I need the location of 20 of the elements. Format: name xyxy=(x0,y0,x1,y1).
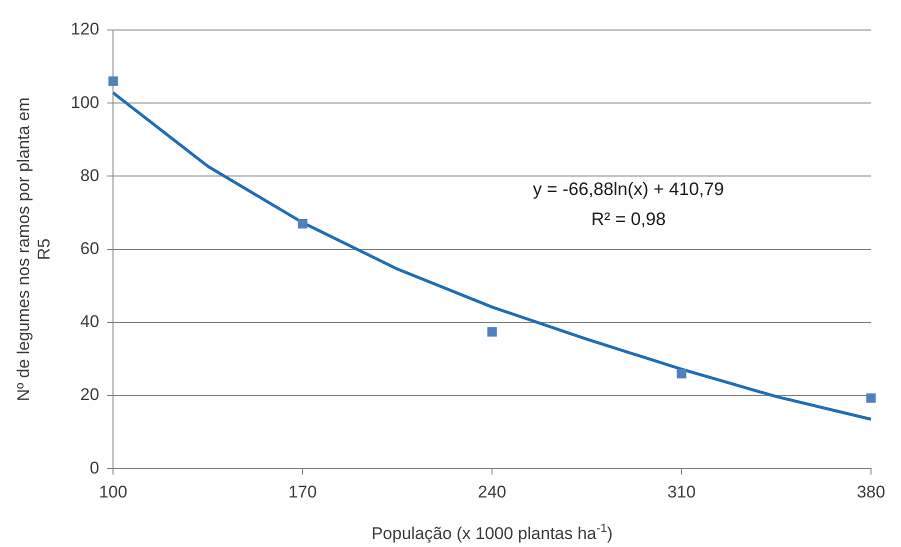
y-tick-label: 60 xyxy=(80,238,100,258)
x-tick-label: 240 xyxy=(478,482,506,502)
y-tick-label: 80 xyxy=(80,166,100,185)
x-tick-label: 310 xyxy=(667,482,696,502)
point xyxy=(866,393,876,403)
point xyxy=(676,368,686,378)
y-tick-label: 0 xyxy=(90,458,100,478)
point xyxy=(298,218,308,228)
annotation: y = -66,88ln(x) + 410,79 xyxy=(532,179,724,199)
point xyxy=(487,327,497,337)
y-tick-label: 100 xyxy=(70,92,100,112)
y-tick-label: 40 xyxy=(80,312,100,332)
point xyxy=(108,76,118,86)
x-tick-label: 100 xyxy=(98,482,128,502)
annotation: R² = 0,98 xyxy=(591,209,666,229)
x-tick-label: 380 xyxy=(856,482,886,502)
y-axis-title: Nº de legumes nos ramos por planta em R5 xyxy=(14,97,54,402)
y-tick-label: 120 xyxy=(70,20,100,39)
y-tick-label: 20 xyxy=(80,385,100,404)
x-tick-label: 170 xyxy=(288,482,317,502)
